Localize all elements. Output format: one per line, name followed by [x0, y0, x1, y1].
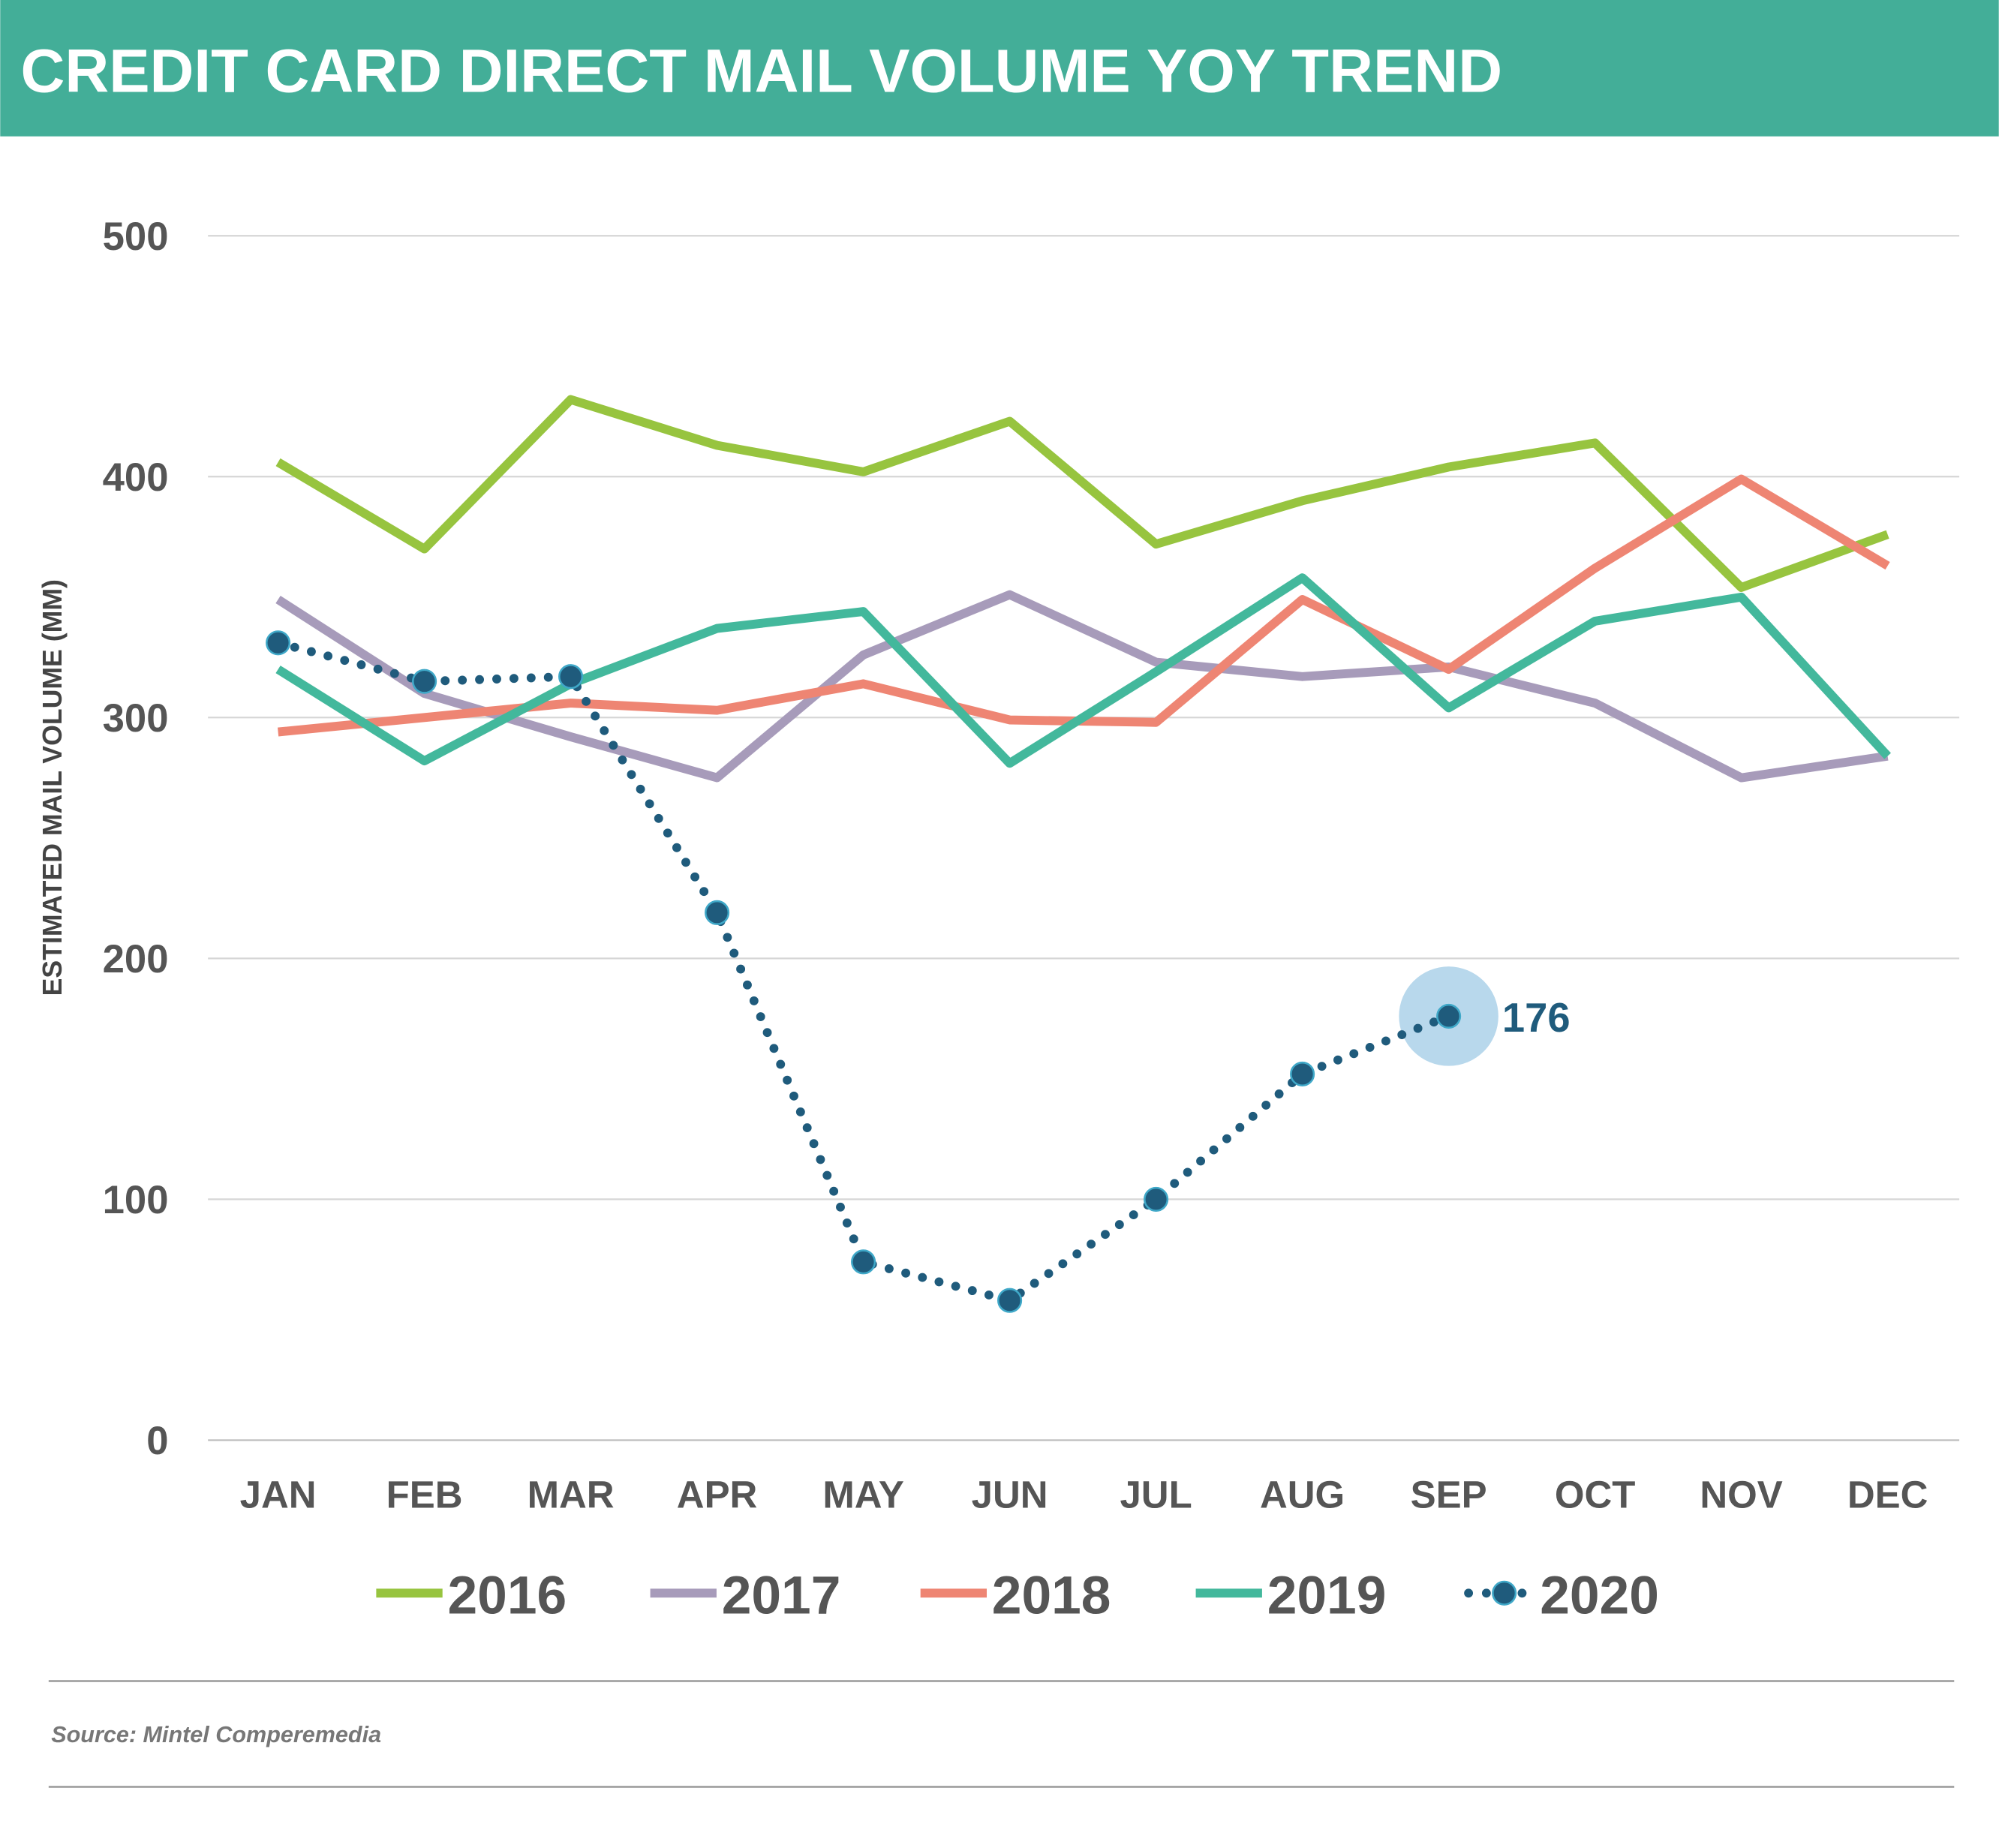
x-tick-label: FEB: [386, 1473, 463, 1516]
chart-title: CREDIT CARD DIRECT MAIL VOLUME YOY TREND: [20, 37, 1502, 105]
y-tick-label: 200: [103, 937, 169, 981]
legend-label: 2018: [992, 1565, 1111, 1625]
series-2016: [275, 395, 1889, 592]
data-point: [266, 630, 291, 656]
y-tick-label: 500: [103, 215, 169, 259]
legend-label: 2017: [722, 1565, 841, 1625]
x-tick-label: SEP: [1411, 1473, 1487, 1516]
y-axis-label: ESTIMATED MAIL VOLUME (MM): [38, 579, 68, 996]
x-tick-label: DEC: [1847, 1473, 1928, 1516]
y-tick-label: 100: [103, 1178, 169, 1222]
x-tick-label: MAY: [822, 1473, 904, 1516]
series-2019: [275, 573, 1891, 768]
data-point: [851, 1249, 876, 1275]
source-note: Source: Mintel Comperemedia: [51, 1722, 381, 1747]
series-2017: [275, 590, 1889, 783]
data-label: 176: [1502, 995, 1571, 1041]
legend-label: 2019: [1267, 1565, 1387, 1625]
legend-item-2020: 2020: [1464, 1565, 1659, 1625]
legend-item-2016: 2016: [376, 1565, 567, 1625]
series-line: [275, 573, 1891, 768]
legend-item-2018: 2018: [920, 1565, 1111, 1625]
x-tick-label: JUL: [1120, 1473, 1192, 1516]
legend-label: 2020: [1540, 1565, 1659, 1625]
x-tick-label: NOV: [1700, 1473, 1782, 1516]
data-point: [705, 900, 730, 925]
legend-label: 2016: [447, 1565, 567, 1625]
series-line: [277, 474, 1890, 737]
y-tick-label: 300: [103, 696, 169, 741]
x-tick-label: APR: [677, 1473, 758, 1516]
series-line: [275, 590, 1889, 783]
series-2020: 176: [266, 630, 1571, 1313]
legend-item-2019: 2019: [1195, 1565, 1387, 1625]
x-tick-label: AUG: [1260, 1473, 1345, 1516]
x-tick-label: JAN: [240, 1473, 317, 1516]
legend-item-2017: 2017: [650, 1565, 841, 1625]
series-line: [273, 638, 1453, 1306]
x-tick-label: JUN: [972, 1473, 1048, 1516]
series-2018: [277, 474, 1890, 737]
y-tick-label: 400: [103, 455, 169, 500]
series-line: [275, 395, 1889, 592]
data-point: [558, 664, 584, 690]
x-tick-label: OCT: [1555, 1473, 1636, 1516]
y-tick-label: 0: [146, 1419, 168, 1463]
data-point: [1290, 1061, 1315, 1087]
data-point: [1436, 1003, 1462, 1029]
data-point: [412, 669, 437, 694]
data-point: [1144, 1186, 1169, 1212]
x-tick-label: MAR: [528, 1473, 615, 1516]
legend-marker: [1492, 1580, 1517, 1606]
header-bar: [0, 0, 1999, 137]
data-point: [997, 1288, 1023, 1313]
